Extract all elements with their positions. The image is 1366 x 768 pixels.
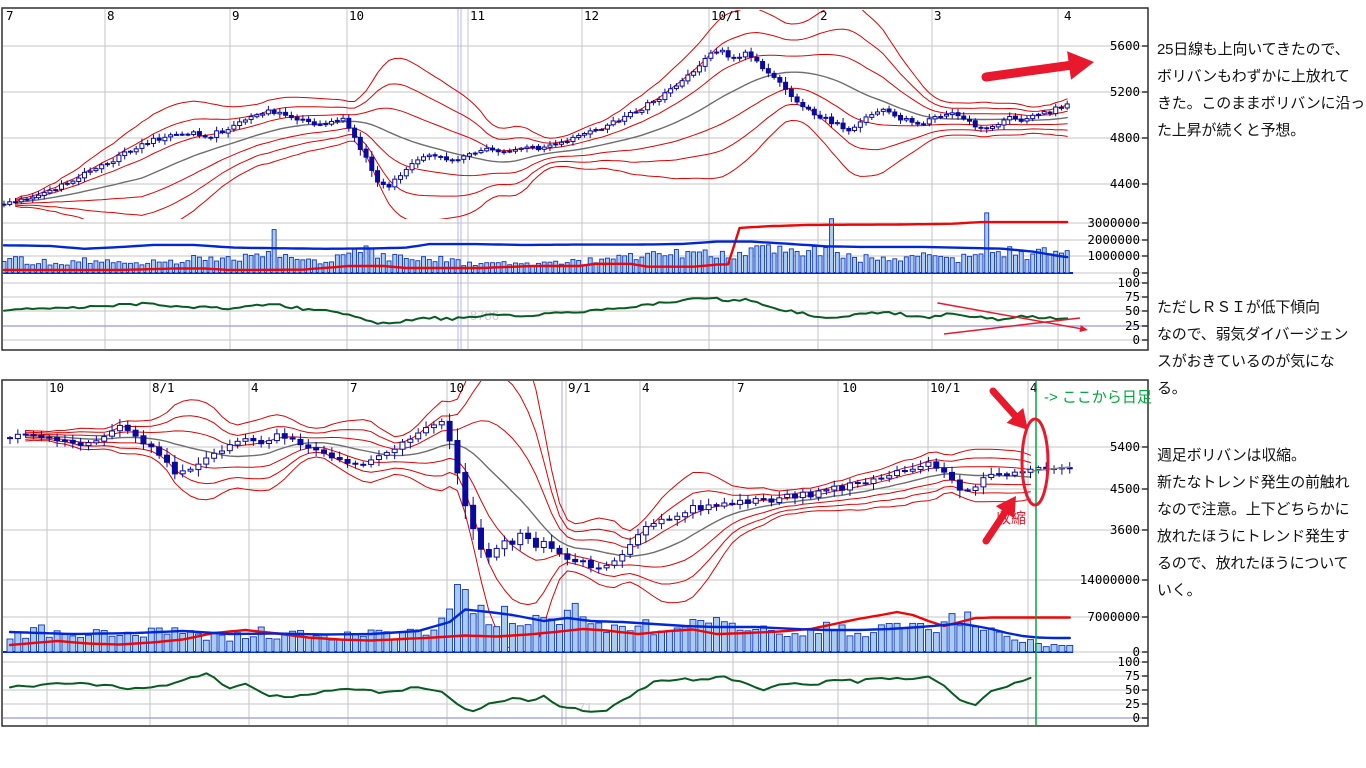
axis-labels: 5600520048004400300000020000001000000010… bbox=[6, 8, 1148, 347]
y-axis-tick-label: 3600 bbox=[1110, 522, 1140, 537]
note-rsi-analysis: ただしＲＳＩが低下傾向 なので、弱気ダイバージェン スがおきているのが気にな る… bbox=[1157, 299, 1349, 397]
rsi-line bbox=[9, 672, 1032, 713]
tail-ma-line bbox=[1031, 466, 1071, 472]
x-axis-label: 10 bbox=[842, 380, 857, 395]
y-axis-tick-label: 0 bbox=[1132, 332, 1140, 347]
gridlines bbox=[3, 381, 1147, 725]
x-axis-label: 7 bbox=[350, 380, 358, 395]
squeeze-arrow-bottom bbox=[982, 496, 1016, 545]
y-axis-tick-label: 0 bbox=[1132, 265, 1140, 280]
breakout-arrow bbox=[981, 51, 1094, 82]
y-axis-tick-label: 4400 bbox=[1110, 176, 1140, 191]
x-axis-label: 11 bbox=[470, 8, 485, 23]
chart-border bbox=[1, 379, 1149, 727]
y-axis-tick-label: 14000000 bbox=[1080, 572, 1140, 587]
rsi-divergence-line bbox=[943, 317, 1081, 335]
note-daily-analysis: 25日線も上向いてきたので、 ボリバンもわずかに上放れて きた。このままボリバン… bbox=[1157, 41, 1365, 139]
y-axis-tick-label: 25 bbox=[1125, 318, 1140, 333]
y-axis-tick-label: 5600 bbox=[1110, 38, 1140, 53]
x-axis-label: 7 bbox=[737, 380, 745, 395]
y-axis-tick-label: 5200 bbox=[1110, 84, 1140, 99]
x-axis-label: 2 bbox=[820, 8, 828, 23]
y-axis-tick-label: 4800 bbox=[1110, 130, 1140, 145]
y-axis-tick-label: 50 bbox=[1125, 303, 1140, 318]
y-axis-tick-label: 4500 bbox=[1110, 481, 1140, 496]
bollinger-bands bbox=[14, 10, 1068, 219]
x-axis-label: 10/1 bbox=[930, 380, 960, 395]
y-axis-tick-label: 5400 bbox=[1110, 439, 1140, 454]
axis-labels: 5400450036001400000070000000100755025010… bbox=[49, 380, 1148, 725]
x-axis-label: 9 bbox=[232, 8, 240, 23]
note-weekly-analysis: 週足ボリバンは収縮。 新たなトレンド発生の前触れ なので注意。上下どちらかに 放… bbox=[1157, 447, 1350, 599]
y-axis-tick-label: 50 bbox=[1125, 682, 1140, 697]
charts-canvas: 8786560052004800440030000002000000100000… bbox=[1, 7, 1152, 727]
y-axis-tick-label: 100 bbox=[1117, 275, 1140, 290]
daily-chart: 8786560052004800440030000002000000100000… bbox=[1, 7, 1149, 351]
y-axis-tick-label: 75 bbox=[1125, 289, 1140, 304]
daily-start-label: -> ここから日足 bbox=[1044, 389, 1152, 406]
rsi-divergence-line bbox=[937, 302, 1088, 332]
volume-bars bbox=[1, 212, 1073, 274]
y-axis-tick-label: 3000000 bbox=[1087, 215, 1140, 230]
squeeze-arrow-top bbox=[989, 387, 1028, 430]
rsi-line bbox=[3, 296, 1069, 325]
gridlines bbox=[3, 9, 1147, 349]
squeeze-label: 収縮 bbox=[996, 510, 1026, 527]
x-axis-label: 10/1 bbox=[711, 8, 741, 23]
candlesticks bbox=[7, 413, 1073, 574]
y-axis-tick-label: 2000000 bbox=[1087, 232, 1140, 247]
x-axis-label: 4 bbox=[642, 380, 650, 395]
x-axis-label: 10 bbox=[49, 380, 64, 395]
x-axis-label: 7 bbox=[6, 8, 14, 23]
x-axis-label: 4 bbox=[1030, 380, 1038, 395]
squeeze-ellipse bbox=[1020, 417, 1050, 507]
weekly-chart: 7154004500360014000000700000001007550250… bbox=[1, 379, 1152, 727]
candlesticks bbox=[1, 46, 1070, 208]
x-axis-label: 4 bbox=[251, 380, 259, 395]
x-axis-label: 10 bbox=[449, 380, 464, 395]
annotations-front bbox=[937, 51, 1094, 335]
y-axis-tick-label: 1000000 bbox=[1087, 248, 1140, 263]
y-axis-tick-label: 0 bbox=[1132, 710, 1140, 725]
y-axis-tick-label: 0 bbox=[1132, 644, 1140, 659]
volume-moving-averages bbox=[8, 608, 1072, 647]
annotations-back: 71 bbox=[561, 381, 592, 725]
y-axis-tick-label: 7000000 bbox=[1087, 609, 1140, 624]
bollinger-bands bbox=[25, 381, 1032, 648]
y-axis-tick-label: 75 bbox=[1125, 668, 1140, 683]
x-axis-label: 10 bbox=[349, 8, 364, 23]
x-axis-label: 9/1 bbox=[568, 380, 591, 395]
chart-border bbox=[1, 7, 1149, 351]
stock-code-watermark: 71 bbox=[578, 700, 592, 715]
y-axis-tick-label: 100 bbox=[1117, 654, 1140, 669]
volume-moving-averages bbox=[2, 220, 1069, 272]
y-axis-tick-label: 25 bbox=[1125, 696, 1140, 711]
x-axis-label: 3 bbox=[934, 8, 942, 23]
annotations-back: 8786 bbox=[457, 9, 499, 349]
x-axis-label: 12 bbox=[584, 8, 599, 23]
x-axis-label: 4 bbox=[1064, 8, 1072, 23]
x-axis-label: 8 bbox=[107, 8, 115, 23]
x-axis-label: 8/1 bbox=[152, 380, 175, 395]
